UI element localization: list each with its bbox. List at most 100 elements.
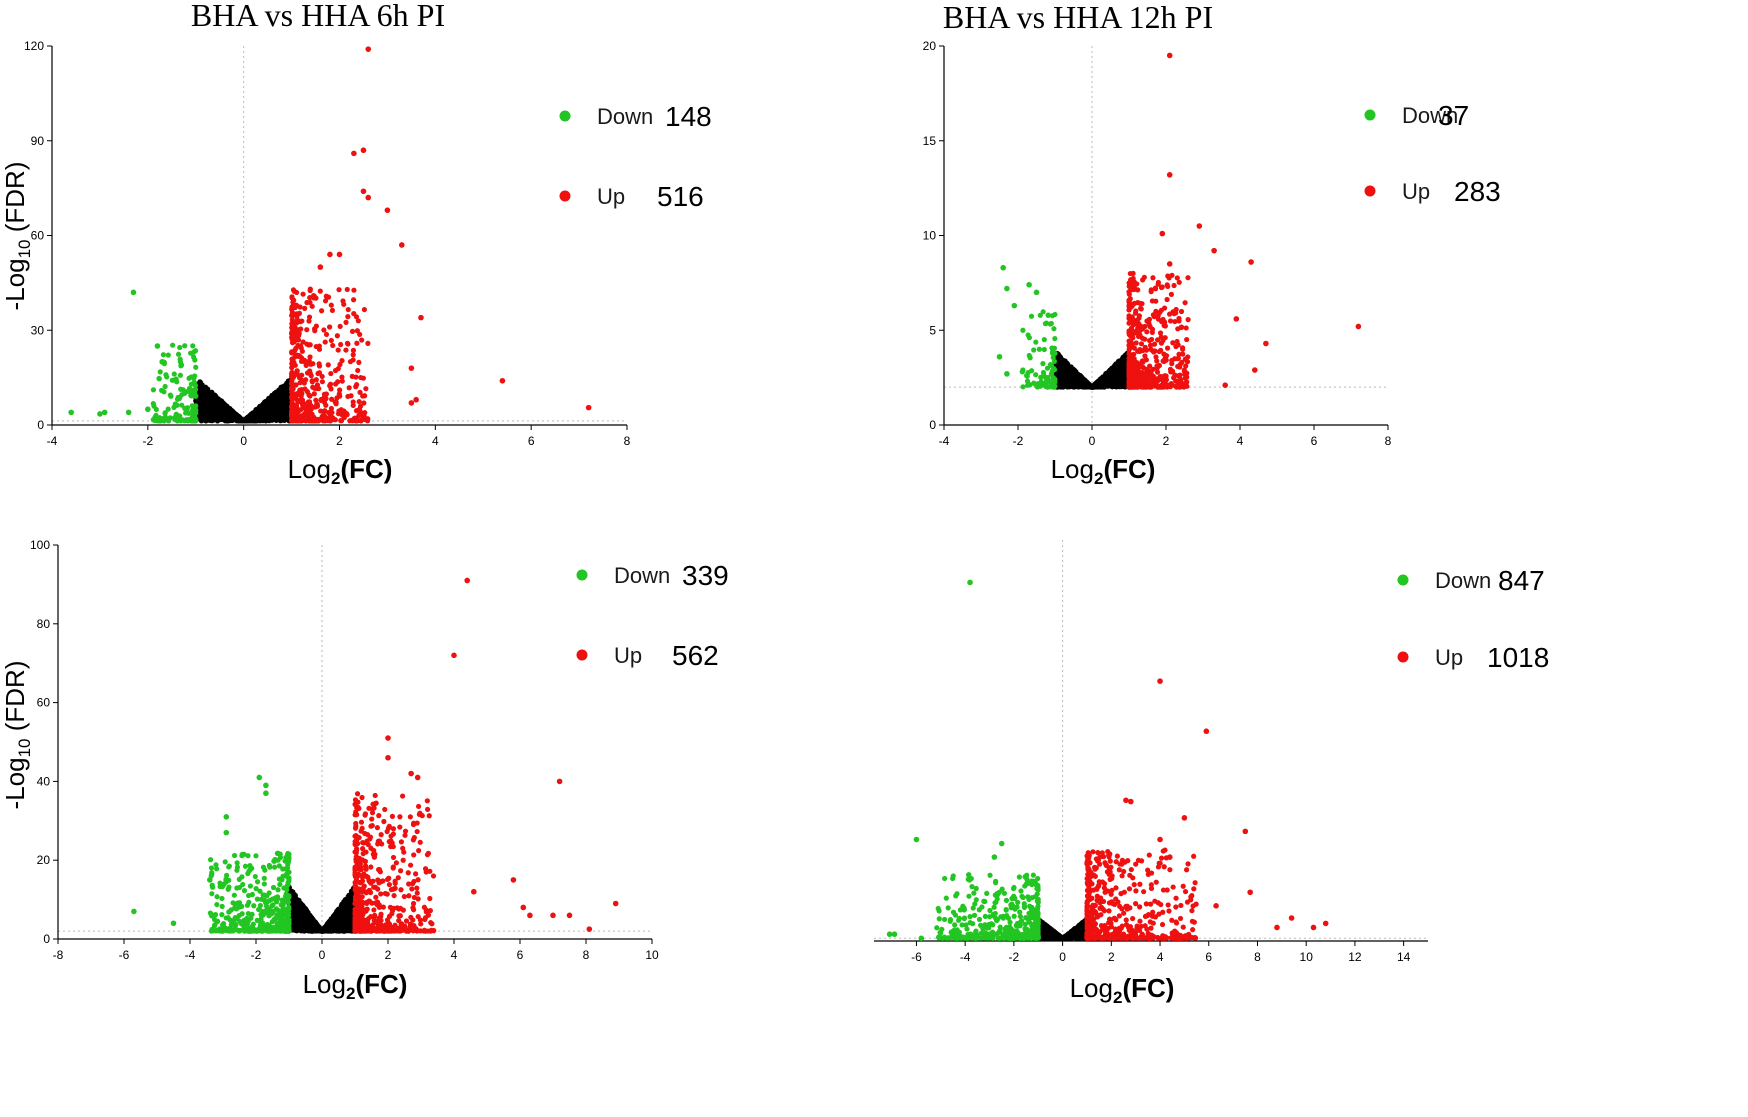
x-tick-label: 4 (451, 948, 458, 962)
gene-point-up (339, 374, 345, 380)
gene-point-up (1185, 275, 1191, 281)
gene-point-down-outlier (178, 362, 185, 368)
gene-point-up (1154, 378, 1160, 385)
gene-point-ns (1114, 380, 1120, 387)
gene-point-up (289, 396, 295, 402)
x-tick-label: -4 (939, 434, 950, 448)
gene-point-ns (1057, 378, 1064, 384)
gene-point-up-outlier (1222, 382, 1228, 389)
gene-point-up (339, 358, 345, 364)
gene-point-up-outlier (317, 264, 324, 270)
gene-point-up (1181, 367, 1187, 373)
gene-point-up (300, 291, 306, 297)
gene-point-ns (1100, 375, 1106, 382)
gene-point-up-outlier (1159, 230, 1166, 237)
gene-point-down (171, 371, 177, 377)
gene-point-ns (1121, 380, 1127, 386)
gene-point-up (349, 417, 355, 424)
legend-down-marker (559, 110, 571, 122)
gene-point-up (345, 314, 351, 320)
gene-point-down (165, 352, 171, 358)
gene-point-up (296, 397, 302, 404)
gene-point-up (336, 391, 342, 397)
y-tick-label: 120 (24, 39, 44, 53)
gene-point-up (1139, 383, 1146, 389)
gene-point-up (1156, 384, 1163, 390)
x-tick-label: 0 (240, 434, 247, 448)
y-tick-label: 30 (31, 323, 45, 337)
gene-point-up (1152, 348, 1158, 354)
gene-point-ns (234, 412, 240, 418)
gene-point-up (1148, 384, 1154, 390)
gene-point-up (323, 402, 329, 408)
legend-down-label: Down (597, 104, 653, 129)
gene-point-down (168, 393, 174, 399)
gene-point-down (1051, 345, 1058, 351)
gene-point-ns (1105, 379, 1111, 385)
gene-point-down (193, 416, 199, 423)
gene-point-up (1153, 354, 1159, 360)
gene-point-up (317, 288, 323, 294)
y-tick-label: 60 (31, 229, 45, 243)
gene-point-up (332, 399, 338, 405)
gene-point-up (1169, 272, 1175, 278)
x-axis-label: Log2(FC) (1051, 454, 1156, 488)
gene-point-down-outlier (130, 289, 137, 296)
gene-point-down-outlier (145, 406, 151, 413)
gene-point-up (344, 412, 350, 418)
gene-point-down (1036, 346, 1042, 352)
gene-point-down (1025, 332, 1031, 338)
gene-point-up (313, 377, 319, 383)
gene-point-ns (261, 417, 267, 423)
gene-point-up (289, 335, 295, 341)
gene-point-up (289, 295, 295, 301)
gene-point-up (289, 405, 295, 411)
gene-point-down-outlier (97, 411, 103, 417)
gene-point-up (1170, 340, 1176, 346)
gene-point-up (1126, 330, 1132, 336)
gene-point-up (341, 408, 347, 414)
y-tick-label: 40 (37, 774, 51, 788)
gene-point-down (157, 369, 163, 375)
gene-point-up (1131, 300, 1138, 306)
gene-point-up (303, 362, 309, 369)
gene-point-down (1026, 352, 1032, 359)
gene-point-up (1183, 363, 1189, 369)
gene-point-up-outlier (365, 46, 372, 52)
gene-point-up (316, 361, 322, 367)
gene-point-up (1126, 352, 1133, 358)
gene-point-down (1024, 378, 1031, 384)
gene-point-up (349, 328, 356, 335)
gene-point-up (310, 293, 317, 299)
gene-point-up (363, 386, 369, 392)
gene-point-ns (209, 396, 215, 402)
gene-point-up (1180, 351, 1186, 357)
gene-point-up (316, 343, 322, 349)
gene-point-up (296, 375, 303, 381)
gene-point-up (1160, 337, 1166, 344)
gene-point-up (1145, 371, 1151, 377)
gene-point-down-outlier (1011, 302, 1018, 309)
gene-point-up (1152, 286, 1159, 292)
gene-point-up (360, 375, 366, 381)
gene-point-up (1135, 377, 1141, 383)
gene-point-up (356, 359, 362, 365)
gene-point-up (289, 349, 295, 355)
x-tick-label: 8 (624, 434, 631, 448)
gene-point-down (1044, 365, 1051, 371)
gene-point-up (1173, 306, 1179, 313)
gene-point-up (1127, 270, 1133, 277)
y-axis-label: -Log10 (FDR) (0, 162, 34, 311)
gene-point-ns (1075, 380, 1081, 386)
gene-point-up (1126, 367, 1132, 374)
gene-point-up-outlier (336, 251, 343, 258)
gene-point-down (177, 356, 183, 362)
volcano-plot-6h: BHA vs HHA 6h PI-4 -2 0 2 4 6 80306090120Log2(… (0, 0, 712, 488)
gene-point-up (313, 417, 319, 424)
gene-point-up (1175, 363, 1181, 370)
gene-point-ns (254, 417, 260, 423)
gene-point-up (336, 287, 342, 293)
gene-point-up (1133, 383, 1140, 389)
gene-point-up (291, 372, 297, 378)
gene-point-up (1154, 358, 1160, 364)
